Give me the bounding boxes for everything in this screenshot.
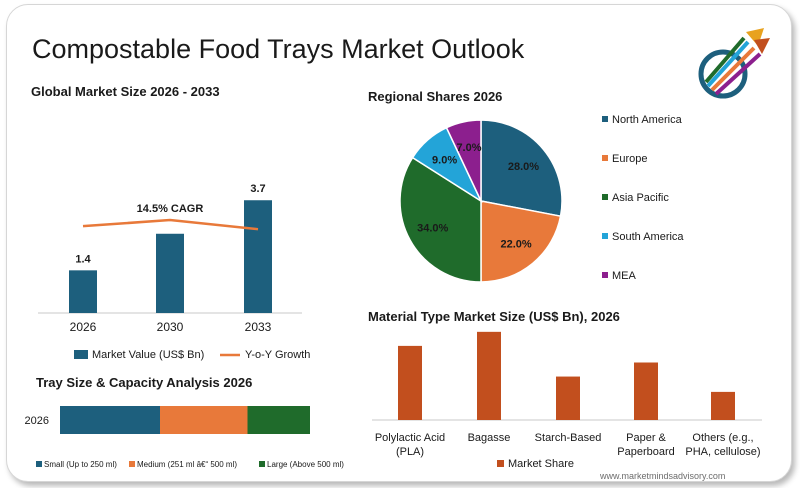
brand-logo bbox=[698, 28, 770, 99]
tray-size-segment bbox=[60, 406, 160, 434]
tray-legend-swatch bbox=[259, 461, 265, 467]
cagr-annotation: 14.5% CAGR bbox=[137, 203, 204, 215]
material-bar bbox=[477, 331, 501, 420]
market-value-bar bbox=[156, 233, 184, 313]
pie-slice-label: 28.0% bbox=[508, 161, 539, 173]
material-type-chart: Polylactic Acid (PLA) Bagasse Starch-Based P… bbox=[372, 331, 762, 470]
material-bar bbox=[556, 376, 580, 420]
material-bar bbox=[634, 362, 658, 420]
footer-url: www.marketmindsadvisory.com bbox=[600, 471, 726, 481]
legend-market-value-label: Market Value (US$ Bn) bbox=[92, 349, 204, 361]
tray-size-title: Tray Size & Capacity Analysis 2026 bbox=[36, 375, 253, 390]
market-year-tick: 2033 bbox=[245, 320, 272, 334]
pie-legend-label: Europe bbox=[612, 153, 647, 165]
material-category-tick: Others (e.g., PHA, cellulose) bbox=[685, 432, 760, 458]
tray-legend-label: Small (Up to 250 ml) bbox=[44, 460, 117, 469]
pie-legend-label: Asia Pacific bbox=[612, 192, 669, 204]
pie-slice bbox=[480, 200, 562, 283]
pie-legend-swatch bbox=[602, 116, 608, 122]
market-value-bar bbox=[244, 200, 272, 313]
tray-legend-label: Large (Above 500 ml) bbox=[267, 460, 344, 469]
pie-legend-label: MEA bbox=[612, 270, 637, 282]
tray-size-segment bbox=[160, 406, 248, 434]
market-size-title: Global Market Size 2026 - 2033 bbox=[31, 84, 220, 99]
regional-shares-title: Regional Shares 2026 bbox=[368, 89, 503, 104]
pie-slice-label: 7.0% bbox=[456, 142, 481, 154]
pie-slice-label: 34.0% bbox=[417, 223, 448, 235]
tray-size-segment bbox=[247, 406, 310, 434]
legend-market-value-swatch bbox=[74, 350, 88, 359]
tray-legend-swatch bbox=[129, 461, 135, 467]
market-value-label: 1.4 bbox=[75, 253, 91, 265]
material-category-tick: Polylactic Acid (PLA) bbox=[375, 432, 445, 458]
pie-legend-swatch bbox=[602, 194, 608, 200]
pie-slice-label: 22.0% bbox=[501, 238, 532, 250]
yoy-growth-line bbox=[82, 218, 259, 231]
pie-legend-swatch bbox=[602, 272, 608, 278]
tray-size-chart: 2026 Small (Up to 250 ml) Medium (251 ml â… bbox=[25, 406, 344, 469]
regional-shares-chart: 28.0% 22.0% 34.0% 9.0%7.0% North America Euro… bbox=[399, 114, 684, 283]
material-bar bbox=[398, 345, 422, 420]
tray-legend-swatch bbox=[36, 461, 42, 467]
material-category-tick: Starch-Based bbox=[535, 432, 602, 444]
material-category-tick: Paper & Paperboard bbox=[617, 432, 675, 458]
pie-legend-swatch bbox=[602, 233, 608, 239]
pie-legend-swatch bbox=[602, 155, 608, 161]
material-type-title: Material Type Market Size (US$ Bn), 2026 bbox=[368, 309, 620, 324]
material-bar bbox=[711, 391, 735, 420]
pie-legend-label: South America bbox=[612, 231, 684, 243]
tray-year-tick: 2026 bbox=[25, 415, 49, 427]
material-category-tick: Bagasse bbox=[468, 432, 511, 444]
legend-yoy-growth-label: Y-o-Y Growth bbox=[245, 349, 310, 361]
market-value-bar bbox=[69, 270, 97, 313]
market-size-chart: 1.4 2026 2030 3.7 2033 14.5% CAGR Market Value… bbox=[38, 183, 310, 361]
pie-slice-label: 9.0% bbox=[432, 155, 457, 167]
page-title: Compostable Food Trays Market Outlook bbox=[32, 34, 525, 64]
market-year-tick: 2030 bbox=[157, 320, 184, 334]
market-value-label: 3.7 bbox=[250, 183, 265, 195]
material-legend-label: Market Share bbox=[508, 458, 574, 470]
pie-slice bbox=[480, 119, 563, 218]
pie-legend-label: North America bbox=[612, 114, 683, 126]
material-legend-swatch bbox=[497, 460, 504, 467]
tray-legend-label: Medium (251 ml â€“ 500 ml) bbox=[137, 460, 237, 469]
pie-slice bbox=[445, 119, 482, 202]
market-year-tick: 2026 bbox=[70, 320, 97, 334]
